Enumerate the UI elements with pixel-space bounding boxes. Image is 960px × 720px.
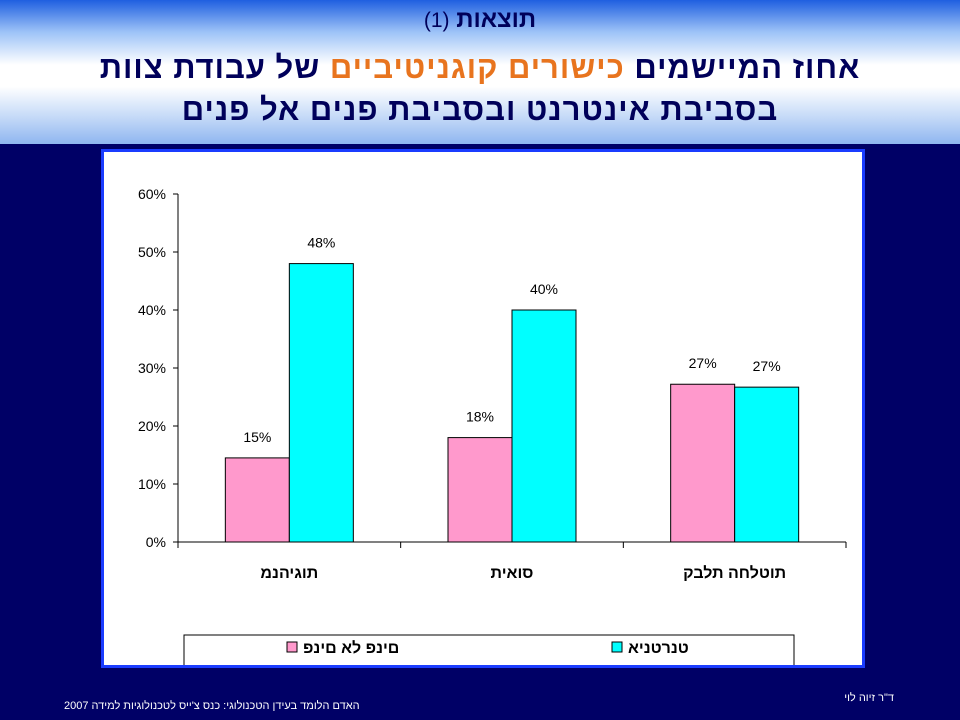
category-label: סואית — [491, 565, 534, 582]
bar-chart: 0% 10% 20% 30% 40% 50% 60% 15% 48% תוגיהנמ 18% 40% ס… — [138, 186, 847, 665]
data-label: 27% — [689, 355, 717, 371]
y-tick-label: 40% — [138, 302, 166, 318]
bar — [511, 309, 577, 543]
bar — [288, 263, 354, 543]
bar — [670, 383, 736, 543]
category-label: תוגיהנמ — [260, 565, 318, 582]
slide-title-line-2: אחוז המיישמים כישורים קוגניטיביים של עבו… — [0, 50, 960, 86]
title-accent: כישורים קוגניטיביים — [329, 50, 625, 85]
category-label: תוטלחה תלבק — [683, 564, 786, 582]
y-tick-label: 50% — [138, 244, 166, 260]
data-label: 27% — [753, 358, 781, 374]
legend-label: טנרטניא — [628, 640, 689, 657]
slide-title-line-1: תוצאות (1) — [0, 6, 960, 34]
footer-author: ד"ר זיוה לוי — [844, 692, 894, 704]
slide-title-line-3: בסביבת אינטרנט ובסביבת פנים אל פנים — [181, 92, 779, 127]
y-tick-label: 60% — [138, 186, 166, 202]
slide-title-number: (1) — [423, 9, 450, 32]
title-banner: תוצאות (1) אחוז המיישמים כישורים קוגניטי… — [0, 0, 960, 144]
title-part-2: של עבודת צוות — [99, 50, 321, 85]
data-label: 18% — [466, 409, 494, 425]
y-tick-label: 10% — [138, 476, 166, 492]
y-tick-label: 30% — [138, 360, 166, 376]
bar — [734, 386, 800, 543]
data-label: 48% — [307, 235, 335, 251]
footer-credit: האדם הלומד בעידן הטכנולוגי: כנס צ'ייס לט… — [64, 700, 360, 712]
chart-area: 0% 10% 20% 30% 40% 50% 60% 15% 48% תוגיהנמ 18% 40% ס… — [101, 149, 865, 668]
legend — [183, 634, 795, 665]
bar — [447, 437, 513, 543]
legend-swatch — [286, 641, 298, 653]
legend-label: םינפ לא םינפ — [303, 639, 399, 657]
bar — [224, 457, 290, 543]
legend-swatch — [611, 641, 623, 653]
y-tick-label: 20% — [138, 418, 166, 434]
slide-title-results: תוצאות — [456, 6, 537, 33]
data-label: 15% — [243, 429, 271, 445]
y-tick-label: 0% — [146, 534, 166, 550]
data-label: 40% — [530, 281, 558, 297]
title-part-1: אחוז המיישמים — [634, 50, 861, 85]
